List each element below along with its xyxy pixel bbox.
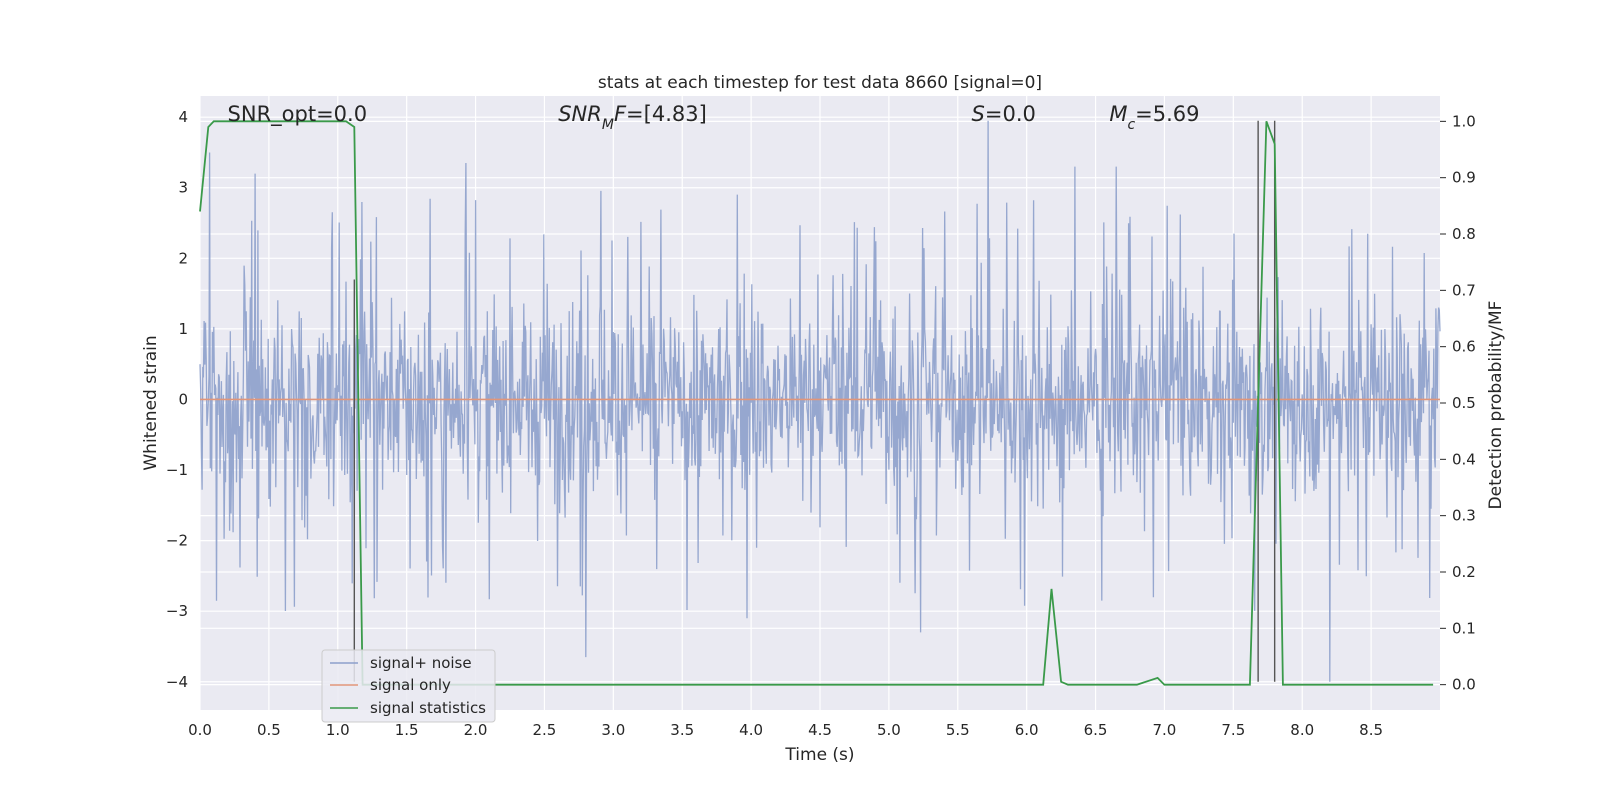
x-tick-label: 2.0 xyxy=(464,721,488,739)
chart-title: stats at each timestep for test data 866… xyxy=(598,73,1042,93)
x-tick-label: 8.0 xyxy=(1290,721,1314,739)
x-tick-label: 8.5 xyxy=(1359,721,1383,739)
signal-statistics-line xyxy=(199,120,1434,686)
legend-box xyxy=(321,649,496,723)
tick-labels: 0.0 0.5 1.0 1.5 2.0 2.5 3.0 3.5 4.0 4.5 5.0 5.5 6.0 6… xyxy=(166,108,1476,739)
y-tick-label: −1 xyxy=(166,461,188,479)
y2-tick-label: 0.0 xyxy=(1452,676,1476,694)
x-tick-label: 0.0 xyxy=(188,721,212,739)
x-tick-label: 1.5 xyxy=(395,721,419,739)
y2-tick-label: 0.1 xyxy=(1452,619,1476,637)
annotation-snr-opt: SNR_opt=0.0 xyxy=(228,102,368,127)
y-tick-label: 4 xyxy=(178,108,188,126)
legend-label-noise: signal+ noise xyxy=(370,654,472,672)
y-tick-label: 1 xyxy=(178,320,188,338)
legend-label-stats: signal statistics xyxy=(370,699,486,717)
y-axis-label: Whitened strain xyxy=(141,335,161,470)
legend: signal+ noise signal only signal statist… xyxy=(321,649,496,723)
y2-axis-label: Detection probability/MF xyxy=(1486,301,1506,510)
y-tick-label: 0 xyxy=(178,390,188,408)
x-tick-label: 6.5 xyxy=(1084,721,1108,739)
y2-tick-label: 0.9 xyxy=(1452,169,1476,187)
x-axis-label: Time (s) xyxy=(784,745,854,765)
x-tick-label: 1.0 xyxy=(326,721,350,739)
y-tick-label: −4 xyxy=(166,673,188,691)
annotation-mc-value: Mc=5.69 xyxy=(1109,102,1199,133)
signal-noise-series xyxy=(199,120,1441,682)
y-tick-label: 2 xyxy=(178,249,188,267)
signal-noise-line xyxy=(199,120,1441,682)
y2-tick-label: 0.3 xyxy=(1452,507,1476,525)
y2-tick-label: 0.8 xyxy=(1452,225,1476,243)
y2-tick-label: 0.5 xyxy=(1452,394,1476,412)
y2-tick-label: 0.6 xyxy=(1452,338,1476,356)
y2-tick-label: 1.0 xyxy=(1452,112,1476,130)
x-tick-label: 3.0 xyxy=(601,721,625,739)
x-tick-label: 0.5 xyxy=(257,721,281,739)
annotation-snr-mf: SNRMF=[4.83] xyxy=(558,102,707,133)
legend-label-signal: signal only xyxy=(370,676,451,694)
y2-tick-label: 0.2 xyxy=(1452,563,1476,581)
x-tick-label: 5.0 xyxy=(877,721,901,739)
x-tick-label: 7.5 xyxy=(1221,721,1245,739)
x-tick-label: 6.0 xyxy=(1015,721,1039,739)
y-tick-label: 3 xyxy=(178,179,188,197)
x-tick-label: 3.5 xyxy=(670,721,694,739)
x-tick-label: 5.5 xyxy=(946,721,970,739)
y2-tick-label: 0.7 xyxy=(1452,281,1476,299)
y-tick-label: −3 xyxy=(166,602,188,620)
x-tick-label: 2.5 xyxy=(533,721,557,739)
x-tick-label: 4.0 xyxy=(739,721,763,739)
y2-tick-label: 0.4 xyxy=(1452,450,1476,468)
x-tick-label: 4.5 xyxy=(808,721,832,739)
annotations: SNR_opt=0.0 SNRMF=[4.83] S=0.0 Mc=5.69 xyxy=(228,102,1200,133)
x-tick-label: 7.0 xyxy=(1153,721,1177,739)
annotation-s-value: S=0.0 xyxy=(972,102,1036,126)
signal-statistics-series xyxy=(199,120,1434,686)
y-tick-label: −2 xyxy=(166,532,188,550)
